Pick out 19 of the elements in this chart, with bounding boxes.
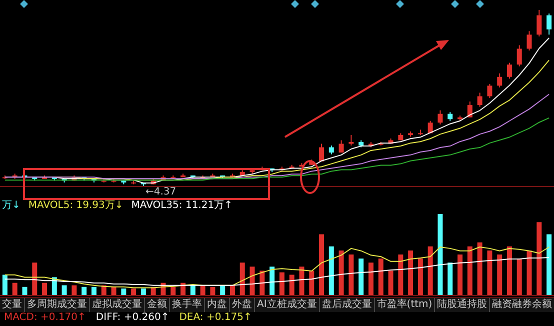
text: 万↓ (2, 200, 20, 212)
text: 金额 (145, 298, 170, 312)
text: 交量 (0, 298, 25, 312)
text: MAVOL5: 19.93万↓ (28, 200, 124, 212)
text: MACD: +0.170↑ (4, 311, 86, 325)
text: 内盘 (205, 298, 230, 312)
text: 多周期成交量 (25, 298, 90, 312)
text: AI立桩成交量 (255, 298, 320, 312)
text: 外盘 (230, 298, 255, 312)
text: MAVOL35: 11.21万↑ (131, 200, 232, 212)
text: DEA: +0.175↑ (179, 311, 252, 325)
text: 虚拟成交量 (90, 298, 145, 312)
text: 陆股通持股 (435, 298, 490, 312)
text: ←4.37 (145, 186, 176, 198)
text: DIFF: +0.260↑ (96, 311, 170, 325)
text: 融资融券余额 (490, 298, 554, 312)
text: 市盈率(ttm) (374, 298, 436, 312)
text: 盘后成交量 (320, 298, 375, 312)
text: 换手率 (170, 298, 205, 312)
